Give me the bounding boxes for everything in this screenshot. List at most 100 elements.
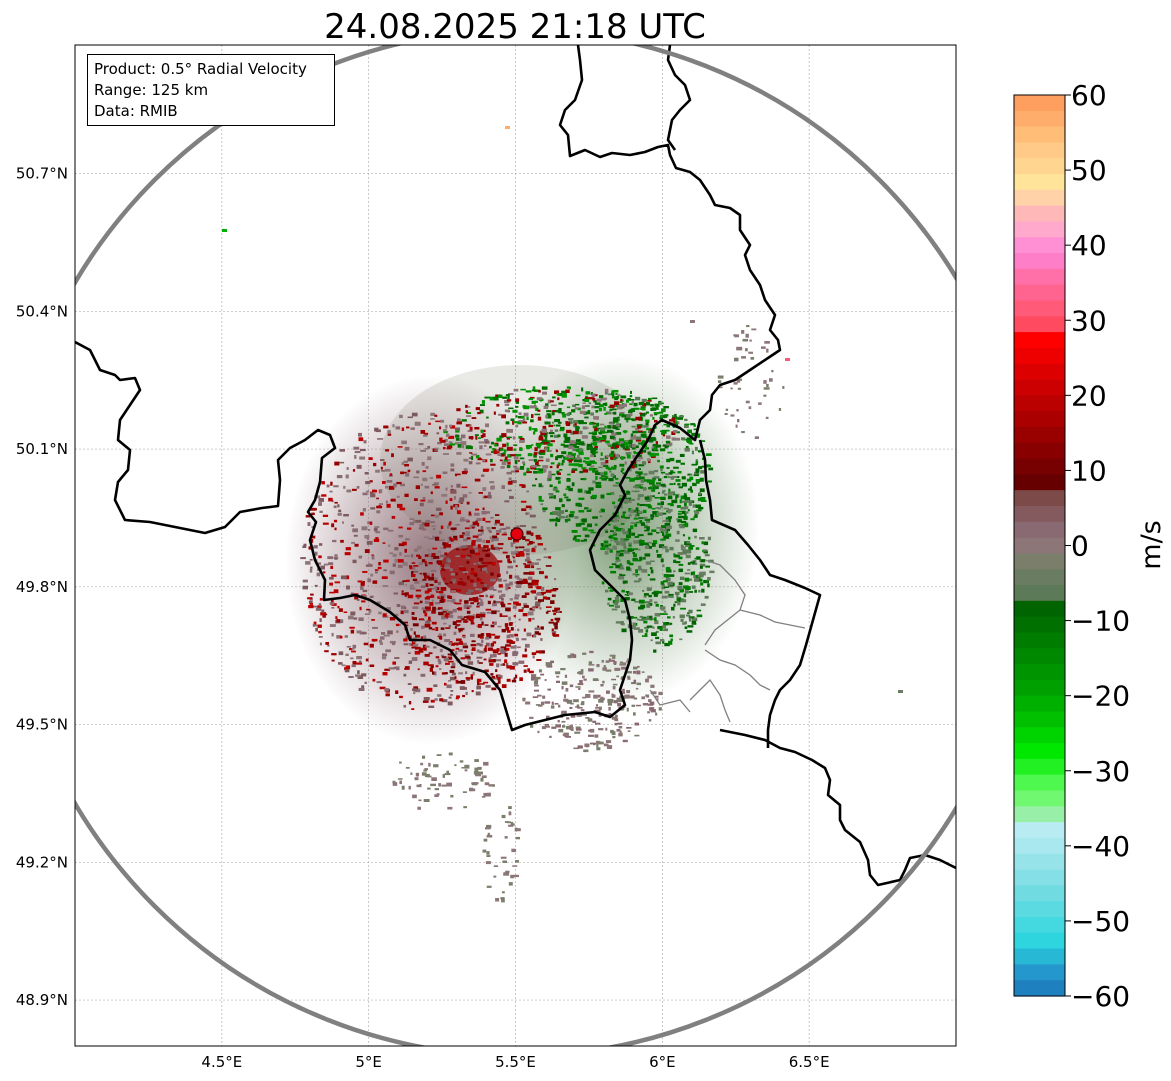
echo-pixel	[652, 481, 655, 486]
echo-pixel	[692, 528, 698, 533]
echo-pixel	[686, 541, 691, 544]
echo-pixel	[523, 472, 527, 476]
echo-pixel	[541, 587, 545, 591]
echo-pixel	[554, 429, 559, 432]
echo-pixel	[610, 539, 613, 542]
echo-pixel	[425, 606, 431, 609]
echo-pixel	[613, 438, 616, 441]
echo-pixel	[513, 444, 518, 446]
echo-pixel	[647, 574, 650, 576]
echo-pixel	[435, 656, 440, 659]
echo-pixel	[598, 698, 604, 703]
echo-pixel	[459, 578, 463, 580]
echo-pixel	[628, 439, 633, 443]
echo-pixel	[677, 601, 681, 606]
echo-pixel	[680, 619, 684, 622]
echo-pixel	[671, 437, 676, 441]
echo-pixel	[608, 444, 612, 447]
echo-pixel	[693, 578, 699, 582]
echo-pixel	[372, 580, 378, 584]
echo-pixel	[464, 650, 467, 653]
echo-pixel	[322, 522, 329, 525]
echo-pixel	[652, 416, 655, 420]
echo-pixel	[425, 583, 429, 587]
echo-pixel	[441, 568, 446, 571]
echo-pixel	[525, 505, 532, 509]
echo-pixel	[620, 399, 623, 403]
echo-pixel	[637, 548, 641, 551]
echo-pixel	[469, 452, 473, 454]
echo-pixel	[440, 587, 447, 591]
echo-pixel	[510, 634, 514, 638]
echo-pixel	[425, 519, 430, 524]
echo-pixel	[434, 579, 438, 583]
echo-pixel	[681, 476, 686, 480]
echo-pixel	[596, 398, 602, 402]
echo-pixel	[450, 527, 457, 530]
echo-pixel	[480, 562, 487, 565]
echo-pixel	[733, 382, 738, 385]
echo-pixel	[694, 535, 697, 539]
echo-pixel	[546, 610, 551, 613]
echo-pixel	[629, 399, 635, 401]
echo-pixel	[584, 412, 587, 415]
echo-pixel	[456, 620, 462, 623]
echo-pixel	[438, 783, 441, 787]
echo-pixel	[494, 621, 497, 625]
echo-pixel	[480, 612, 486, 615]
echo-pixel	[782, 386, 785, 389]
echo-pixel	[421, 559, 426, 563]
echo-pixel	[381, 576, 388, 579]
echo-pixel	[430, 666, 434, 668]
echo-pixel	[545, 403, 548, 406]
echo-pixel	[584, 534, 590, 538]
echo-pixel	[660, 468, 663, 472]
echo-pixel	[604, 550, 609, 555]
echo-pixel	[626, 707, 629, 712]
echo-pixel	[629, 567, 632, 571]
echo-pixel	[439, 566, 442, 571]
echo-pixel	[458, 500, 464, 504]
echo-pixel	[662, 564, 665, 568]
echo-pixel	[437, 581, 441, 586]
echo-pixel	[581, 435, 588, 439]
echo-pixel	[429, 477, 433, 479]
echo-pixel	[318, 498, 324, 502]
echo-pixel	[548, 432, 555, 435]
echo-pixel	[384, 468, 391, 472]
echo-pixel	[525, 390, 532, 393]
echo-pixel	[507, 629, 511, 633]
echo-pixel	[441, 656, 447, 659]
echo-pixel	[575, 439, 581, 442]
echo-pixel	[331, 632, 334, 637]
colorbar-tick-label: 50	[1071, 154, 1107, 187]
echo-pixel	[487, 647, 493, 651]
echo-pixel	[680, 495, 685, 500]
echo-pixel	[457, 441, 462, 444]
echo-pixel	[609, 409, 613, 411]
echo-pixel	[529, 607, 533, 611]
echo-pixel	[401, 427, 405, 431]
echo-pixel	[531, 606, 537, 609]
echo-pixel	[582, 518, 587, 523]
echo-pixel	[457, 615, 463, 619]
echo-pixel	[443, 453, 449, 455]
echo-pixel	[534, 631, 540, 635]
echo-pixel	[667, 491, 674, 495]
echo-pixel	[456, 421, 462, 423]
echo-pixel	[410, 628, 413, 631]
echo-pixel	[473, 583, 477, 587]
echo-pixel	[448, 595, 453, 599]
echo-pixel	[645, 419, 650, 422]
echo-pixel	[472, 614, 476, 616]
echo-pixel	[362, 581, 365, 583]
echo-pixel	[528, 398, 534, 401]
echo-pixel	[405, 767, 410, 769]
echo-pixel	[644, 518, 651, 521]
echo-pixel	[658, 544, 665, 548]
echo-pixel	[412, 643, 419, 647]
echo-pixel	[443, 438, 448, 443]
echo-pixel	[694, 511, 700, 515]
echo-pixel	[444, 552, 448, 556]
echo-pixel	[522, 579, 525, 583]
